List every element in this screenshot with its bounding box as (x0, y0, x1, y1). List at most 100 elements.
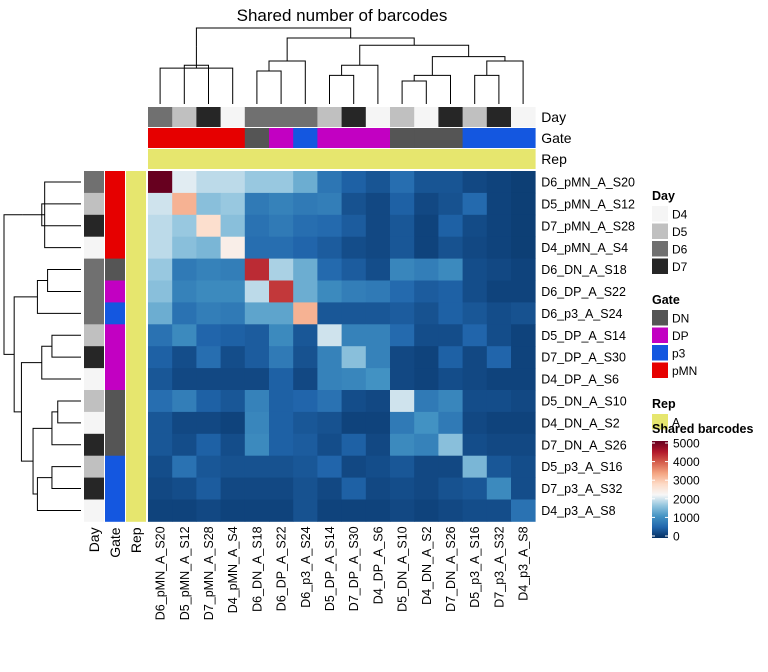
row-annotation-cell (126, 214, 146, 238)
heatmap-cell (390, 302, 415, 325)
row-annotation-cell (84, 214, 104, 238)
dendrogram-branch (32, 427, 52, 495)
heatmap-cell (511, 214, 536, 238)
row-label: D4_DP_A_S6 (541, 373, 619, 387)
row-annotation-cell (105, 214, 125, 238)
heatmap-cell (438, 390, 463, 413)
heatmap-cell (293, 455, 318, 478)
column-label: D6_p3_A_S24 (299, 526, 313, 607)
dendrogram-branch (341, 64, 379, 104)
column-dendrogram (159, 27, 524, 104)
row-labels: D6_pMN_A_S20 D5_pMN_A_S12 D7_pMN_A_S28 D4_p… (541, 175, 635, 518)
heatmap-cell (414, 477, 439, 500)
heatmap-cell (317, 171, 342, 194)
row-annotation-cell (126, 433, 146, 457)
heatmap-cell (317, 411, 342, 435)
row-label: D6_p3_A_S24 (541, 307, 622, 321)
heatmap-cell (293, 324, 318, 347)
heatmap-cell (269, 390, 294, 413)
heatmap-cell (414, 192, 439, 216)
heatmap-cell (414, 324, 439, 347)
heatmap-cell (148, 499, 173, 522)
row-annotation-cell (105, 302, 125, 325)
heatmap-cell (341, 302, 367, 325)
row-annotation-cell (126, 346, 146, 369)
heatmap-cell (244, 346, 270, 369)
heatmap-cell (486, 455, 512, 478)
heatmap-cell (269, 214, 294, 238)
dendrogram-branch (3, 214, 23, 355)
row-annotation-cell (105, 192, 125, 216)
row-annotation-cell (126, 280, 146, 303)
column-annotation-cell (414, 107, 439, 127)
heatmap-cell (486, 433, 512, 457)
column-label: D7_pMN_A_S28 (202, 526, 216, 620)
row-annotation-cell (105, 346, 125, 369)
heatmap-cell (511, 236, 536, 259)
heatmap-cell (438, 236, 463, 259)
heatmap-cell (172, 280, 197, 303)
heatmap-cell (317, 455, 342, 478)
heatmap-cell (196, 214, 221, 238)
heatmap-cell (220, 411, 246, 435)
heatmap-cell (148, 346, 173, 369)
column-annotation-cell (462, 149, 488, 169)
column-label: D6_DN_A_S18 (250, 526, 264, 612)
dendrogram-branch (401, 80, 427, 104)
column-label: D7_DP_A_S30 (347, 526, 361, 611)
heatmap-cell (365, 192, 391, 216)
heatmap-cell (390, 171, 415, 194)
legend-swatch (652, 327, 668, 343)
column-annotation-cell (244, 107, 270, 127)
heatmap-cell (438, 368, 463, 391)
heatmap-cell (269, 346, 294, 369)
column-annotation-cell (196, 149, 221, 169)
heatmap-cell (414, 236, 439, 259)
column-annotation-cell (220, 128, 246, 148)
dendrogram-branch (36, 280, 81, 314)
heatmap-cell (438, 302, 463, 325)
heatmap-cell (244, 455, 270, 478)
heatmap-cell (341, 477, 367, 500)
heatmap-cell (486, 411, 512, 435)
heatmap-cell (365, 390, 391, 413)
colorbar-tick-label: 3000 (673, 474, 700, 488)
heatmap-cell (148, 214, 173, 238)
legend-label: pMN (672, 364, 697, 378)
heatmap-cell (462, 346, 488, 369)
heatmap-cell (244, 411, 270, 435)
row-annotation-cell (105, 368, 125, 391)
heatmap-cell (317, 368, 342, 391)
column-annotation-cell (220, 149, 246, 169)
row-label: D5_DP_A_S14 (541, 329, 626, 343)
heatmap-cells (148, 171, 536, 522)
heatmap-cell (414, 390, 439, 413)
heatmap-cell (511, 346, 536, 369)
heatmap-cell (365, 171, 391, 194)
heatmap-cell (511, 455, 536, 478)
heatmap-cell (220, 477, 246, 500)
heatmap-cell (438, 171, 463, 194)
dendrogram-branch (413, 74, 451, 104)
row-annotation-cell (105, 324, 125, 347)
heatmap-cell (196, 258, 221, 281)
heatmap-cell (414, 258, 439, 281)
heatmap-cell (148, 433, 173, 457)
heatmap-cell (220, 214, 246, 238)
column-annotation-label: Rep (541, 151, 567, 167)
heatmap-cell (511, 258, 536, 281)
column-annotation-cell (486, 128, 512, 148)
legend-label: D6 (672, 243, 688, 257)
heatmap-cell (317, 499, 342, 522)
column-annotation-label: Day (541, 109, 566, 125)
row-annotation-cell (84, 433, 104, 457)
row-label: D7_DP_A_S30 (541, 351, 626, 365)
heatmap-cell (414, 302, 439, 325)
heatmap-cell (148, 192, 173, 216)
heatmap-cell (365, 368, 391, 391)
column-labels: D6_pMN_A_S20 D5_pMN_A_S12 D7_pMN_A_S28 D4_p… (154, 526, 531, 620)
row-label: D4_DN_A_S2 (541, 416, 620, 430)
heatmap-cell (486, 390, 512, 413)
column-annotation-cell (196, 107, 221, 127)
column-annotation-cell (462, 128, 488, 148)
